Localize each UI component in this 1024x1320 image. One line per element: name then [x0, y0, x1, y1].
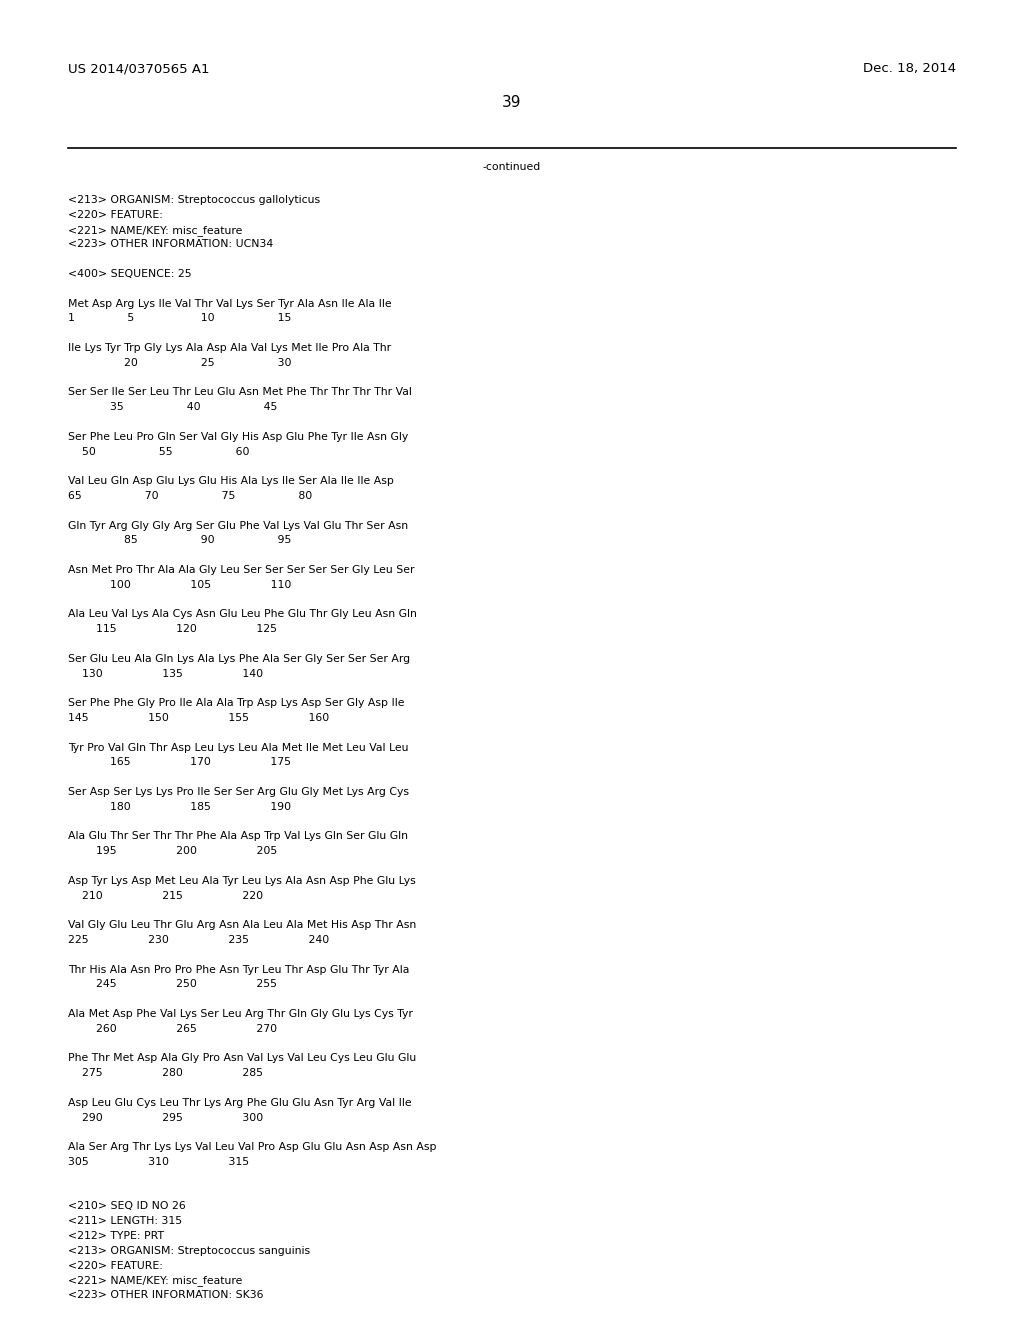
Text: Val Leu Gln Asp Glu Lys Glu His Ala Lys Ile Ser Ala Ile Ile Asp: Val Leu Gln Asp Glu Lys Glu His Ala Lys …	[68, 477, 394, 486]
Text: <223> OTHER INFORMATION: UCN34: <223> OTHER INFORMATION: UCN34	[68, 239, 273, 249]
Text: 290                 295                 300: 290 295 300	[68, 1113, 263, 1122]
Text: Ser Phe Leu Pro Gln Ser Val Gly His Asp Glu Phe Tyr Ile Asn Gly: Ser Phe Leu Pro Gln Ser Val Gly His Asp …	[68, 432, 409, 442]
Text: 20                  25                  30: 20 25 30	[68, 358, 292, 368]
Text: Gln Tyr Arg Gly Gly Arg Ser Glu Phe Val Lys Val Glu Thr Ser Asn: Gln Tyr Arg Gly Gly Arg Ser Glu Phe Val …	[68, 520, 409, 531]
Text: <221> NAME/KEY: misc_feature: <221> NAME/KEY: misc_feature	[68, 1275, 243, 1286]
Text: Ala Leu Val Lys Ala Cys Asn Glu Leu Phe Glu Thr Gly Leu Asn Gln: Ala Leu Val Lys Ala Cys Asn Glu Leu Phe …	[68, 610, 417, 619]
Text: 115                 120                 125: 115 120 125	[68, 624, 278, 634]
Text: <210> SEQ ID NO 26: <210> SEQ ID NO 26	[68, 1201, 185, 1212]
Text: <220> FEATURE:: <220> FEATURE:	[68, 1261, 163, 1271]
Text: Dec. 18, 2014: Dec. 18, 2014	[863, 62, 956, 75]
Text: <220> FEATURE:: <220> FEATURE:	[68, 210, 163, 220]
Text: Ser Phe Phe Gly Pro Ile Ala Ala Trp Asp Lys Asp Ser Gly Asp Ile: Ser Phe Phe Gly Pro Ile Ala Ala Trp Asp …	[68, 698, 404, 709]
Text: Ser Glu Leu Ala Gln Lys Ala Lys Phe Ala Ser Gly Ser Ser Ser Arg: Ser Glu Leu Ala Gln Lys Ala Lys Phe Ala …	[68, 653, 411, 664]
Text: <212> TYPE: PRT: <212> TYPE: PRT	[68, 1232, 164, 1241]
Text: <223> OTHER INFORMATION: SK36: <223> OTHER INFORMATION: SK36	[68, 1290, 263, 1300]
Text: Ala Ser Arg Thr Lys Lys Val Leu Val Pro Asp Glu Glu Asn Asp Asn Asp: Ala Ser Arg Thr Lys Lys Val Leu Val Pro …	[68, 1142, 436, 1152]
Text: 195                 200                 205: 195 200 205	[68, 846, 278, 857]
Text: 100                 105                 110: 100 105 110	[68, 579, 292, 590]
Text: 39: 39	[502, 95, 522, 110]
Text: US 2014/0370565 A1: US 2014/0370565 A1	[68, 62, 210, 75]
Text: <211> LENGTH: 315: <211> LENGTH: 315	[68, 1216, 182, 1226]
Text: 210                 215                 220: 210 215 220	[68, 891, 263, 900]
Text: <213> ORGANISM: Streptococcus gallolyticus: <213> ORGANISM: Streptococcus gallolytic…	[68, 195, 321, 205]
Text: Val Gly Glu Leu Thr Glu Arg Asn Ala Leu Ala Met His Asp Thr Asn: Val Gly Glu Leu Thr Glu Arg Asn Ala Leu …	[68, 920, 416, 931]
Text: Ala Glu Thr Ser Thr Thr Phe Ala Asp Trp Val Lys Gln Ser Glu Gln: Ala Glu Thr Ser Thr Thr Phe Ala Asp Trp …	[68, 832, 408, 841]
Text: 50                  55                  60: 50 55 60	[68, 446, 250, 457]
Text: 180                 185                 190: 180 185 190	[68, 801, 291, 812]
Text: 305                 310                 315: 305 310 315	[68, 1158, 249, 1167]
Text: Asn Met Pro Thr Ala Ala Gly Leu Ser Ser Ser Ser Ser Gly Leu Ser: Asn Met Pro Thr Ala Ala Gly Leu Ser Ser …	[68, 565, 415, 576]
Text: Asp Tyr Lys Asp Met Leu Ala Tyr Leu Lys Ala Asn Asp Phe Glu Lys: Asp Tyr Lys Asp Met Leu Ala Tyr Leu Lys …	[68, 875, 416, 886]
Text: -continued: -continued	[483, 162, 541, 172]
Text: <400> SEQUENCE: 25: <400> SEQUENCE: 25	[68, 269, 191, 279]
Text: 35                  40                  45: 35 40 45	[68, 403, 278, 412]
Text: 260                 265                 270: 260 265 270	[68, 1024, 278, 1034]
Text: 275                 280                 285: 275 280 285	[68, 1068, 263, 1078]
Text: 1               5                   10                  15: 1 5 10 15	[68, 313, 292, 323]
Text: 85                  90                  95: 85 90 95	[68, 536, 292, 545]
Text: 225                 230                 235                 240: 225 230 235 240	[68, 935, 330, 945]
Text: 65                  70                  75                  80: 65 70 75 80	[68, 491, 312, 502]
Text: Ser Ser Ile Ser Leu Thr Leu Glu Asn Met Phe Thr Thr Thr Thr Val: Ser Ser Ile Ser Leu Thr Leu Glu Asn Met …	[68, 387, 412, 397]
Text: 145                 150                 155                 160: 145 150 155 160	[68, 713, 330, 723]
Text: <213> ORGANISM: Streptococcus sanguinis: <213> ORGANISM: Streptococcus sanguinis	[68, 1246, 310, 1255]
Text: <221> NAME/KEY: misc_feature: <221> NAME/KEY: misc_feature	[68, 224, 243, 235]
Text: 165                 170                 175: 165 170 175	[68, 758, 291, 767]
Text: 130                 135                 140: 130 135 140	[68, 669, 263, 678]
Text: Phe Thr Met Asp Ala Gly Pro Asn Val Lys Val Leu Cys Leu Glu Glu: Phe Thr Met Asp Ala Gly Pro Asn Val Lys …	[68, 1053, 416, 1064]
Text: Ile Lys Tyr Trp Gly Lys Ala Asp Ala Val Lys Met Ile Pro Ala Thr: Ile Lys Tyr Trp Gly Lys Ala Asp Ala Val …	[68, 343, 391, 352]
Text: 245                 250                 255: 245 250 255	[68, 979, 278, 990]
Text: Thr His Ala Asn Pro Pro Phe Asn Tyr Leu Thr Asp Glu Thr Tyr Ala: Thr His Ala Asn Pro Pro Phe Asn Tyr Leu …	[68, 965, 410, 974]
Text: Asp Leu Glu Cys Leu Thr Lys Arg Phe Glu Glu Asn Tyr Arg Val Ile: Asp Leu Glu Cys Leu Thr Lys Arg Phe Glu …	[68, 1098, 412, 1107]
Text: Ala Met Asp Phe Val Lys Ser Leu Arg Thr Gln Gly Glu Lys Cys Tyr: Ala Met Asp Phe Val Lys Ser Leu Arg Thr …	[68, 1008, 413, 1019]
Text: Ser Asp Ser Lys Lys Pro Ile Ser Ser Arg Glu Gly Met Lys Arg Cys: Ser Asp Ser Lys Lys Pro Ile Ser Ser Arg …	[68, 787, 409, 797]
Text: Tyr Pro Val Gln Thr Asp Leu Lys Leu Ala Met Ile Met Leu Val Leu: Tyr Pro Val Gln Thr Asp Leu Lys Leu Ala …	[68, 743, 409, 752]
Text: Met Asp Arg Lys Ile Val Thr Val Lys Ser Tyr Ala Asn Ile Ala Ile: Met Asp Arg Lys Ile Val Thr Val Lys Ser …	[68, 298, 391, 309]
